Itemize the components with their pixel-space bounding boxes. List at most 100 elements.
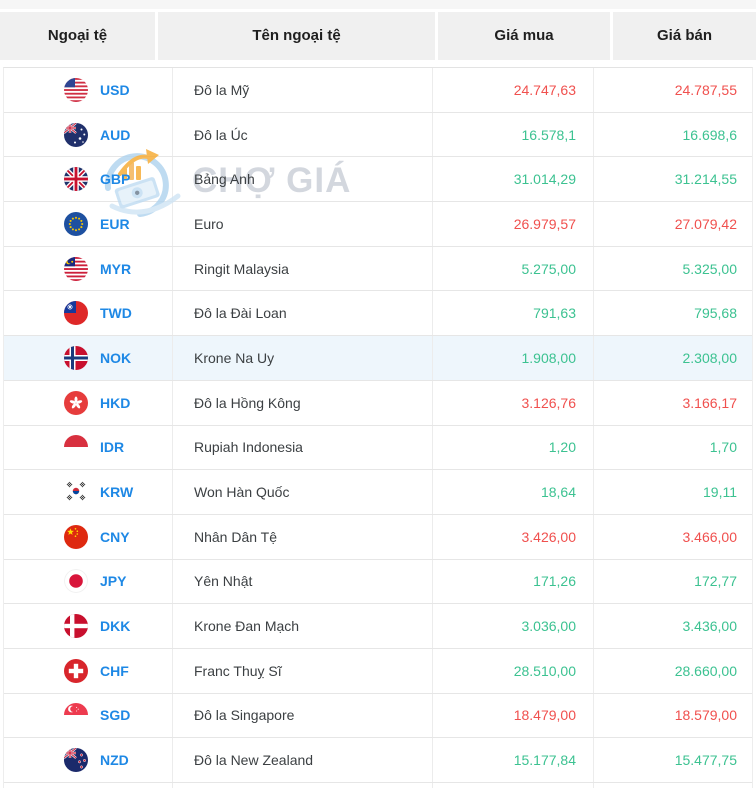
sell-price-cell: 2.308,00 (594, 336, 752, 380)
buy-price-cell: 26.979,57 (433, 202, 594, 246)
usd-flag-icon (64, 77, 88, 102)
currency-code-link[interactable]: DKK (100, 618, 131, 635)
buy-price-cell: 171,26 (433, 559, 594, 604)
column-header-currency-name: Tên ngoại tệ (158, 12, 435, 60)
currency-cell: TWD (4, 291, 173, 336)
currency-code-link[interactable]: GBP (100, 171, 131, 188)
buy-price: 28.510,00 (513, 662, 576, 679)
sell-price-cell: 1,70 (594, 426, 752, 470)
currency-code-link[interactable]: SGD (100, 707, 131, 724)
sell-price: 16.698,6 (682, 126, 738, 143)
currency-row[interactable]: MYR Ringit Malaysia 5.275,00 5.325,00 (4, 246, 752, 292)
currency-name: Ringit Malaysia (194, 260, 289, 277)
currency-name-cell: Won Hàn Quốc (173, 470, 433, 514)
currency-name: Krone Na Uy (194, 349, 275, 366)
currency-row[interactable]: CNY Nhân Dân Tệ 3.426,00 3.466,00 (4, 514, 752, 560)
currency-code-link[interactable]: NOK (100, 349, 132, 366)
buy-price-cell: 16.578,1 (433, 112, 594, 157)
sell-price-cell: 19,11 (594, 470, 752, 514)
currency-row[interactable]: HKD Đô la Hồng Kông 3.126,76 3.166,17 (4, 380, 752, 426)
currency-cell: EUR (4, 202, 173, 246)
currency-cell: JPY (4, 559, 173, 604)
currency-code-link[interactable]: IDR (100, 439, 125, 456)
currency-row[interactable]: DKK Krone Đan Mạch 3.036,00 3.436,00 (4, 604, 752, 649)
currency-code-link[interactable]: CNY (100, 528, 130, 545)
buy-price-cell: 28.510,00 (433, 648, 594, 693)
buy-price-cell: 24.747,63 (433, 68, 594, 112)
buy-price-cell: 5.275,00 (433, 246, 594, 291)
sell-price-cell: 27.079,42 (594, 202, 752, 246)
currency-row[interactable]: IDR Rupiah Indonesia 1,20 1,70 (4, 425, 752, 471)
currency-code-link[interactable]: CHF (100, 662, 129, 679)
buy-price: 18.479,00 (513, 707, 576, 724)
buy-price: 31.014,29 (513, 171, 576, 188)
currency-name-cell: Nhân Dân Tệ (173, 514, 433, 559)
currency-name-cell: Đô la Đài Loan (173, 291, 433, 336)
currency-row[interactable]: NOK Krone Na Uy 1.908,00 2.308,00 (4, 336, 752, 381)
buy-price-cell: 15.177,84 (433, 738, 594, 782)
currency-code-link[interactable]: KRW (100, 484, 134, 501)
currency-row[interactable]: KRW Won Hàn Quốc 18,64 19,11 (4, 470, 752, 515)
currency-name-cell: Yên Nhật (173, 559, 433, 604)
buy-price-cell: 31.014,29 (433, 157, 594, 202)
buy-price-cell: 18,64 (433, 470, 594, 514)
currency-row[interactable]: GBP Bảng Anh 31.014,29 31.214,55 (4, 157, 752, 203)
currency-code-link[interactable]: MYR (100, 260, 132, 277)
currency-code-link[interactable]: EUR (100, 215, 130, 232)
currency-row[interactable]: USD Đô la Mỹ 24.747,63 24.787,55 (4, 68, 752, 113)
currency-code-link[interactable]: HKD (100, 394, 131, 411)
currency-cell: CHF (4, 648, 173, 693)
currency-row[interactable]: SGD Đô la Singapore 18.479,00 18.579,00 (4, 693, 752, 739)
currency-row[interactable]: TWD Đô la Đài Loan 791,63 795,68 (4, 291, 752, 337)
currency-code-link[interactable]: USD (100, 81, 130, 98)
sell-price: 5.325,00 (682, 260, 738, 277)
currency-row[interactable]: AUD Đô la Úc 16.578,1 16.698,6 (4, 112, 752, 158)
currency-cell: GBP (4, 157, 173, 202)
currency-row[interactable]: EUR Euro 26.979,57 27.079,42 (4, 202, 752, 247)
dkk-flag-icon (64, 614, 88, 639)
buy-price: 3.126,76 (521, 394, 577, 411)
sell-price-cell: 3.166,17 (594, 381, 752, 425)
currency-row[interactable]: NZD Đô la New Zealand 15.177,84 15.477,7… (4, 738, 752, 783)
currency-row[interactable]: JPY Yên Nhật 171,26 172,77 (4, 559, 752, 605)
currency-code-link[interactable]: AUD (100, 126, 131, 143)
sell-price-cell: 16.698,6 (594, 113, 752, 157)
currency-name: Franc Thuỵ Sĩ (194, 662, 282, 679)
currency-name-cell: Ringit Malaysia (173, 246, 433, 291)
currency-row[interactable]: CHF Franc Thuỵ Sĩ 28.510,00 28.660,00 (4, 648, 752, 694)
currency-cell: NZD (4, 738, 173, 782)
nzd-flag-icon (64, 748, 88, 773)
sell-price: 172,77 (694, 573, 737, 590)
buy-price: 16.578,1 (521, 126, 577, 143)
currency-code-link[interactable]: TWD (100, 305, 132, 322)
currency-code-link[interactable]: NZD (100, 752, 129, 769)
currency-code-link[interactable]: JPY (100, 573, 127, 590)
sell-price: 19,11 (703, 484, 737, 501)
currency-name: Nhân Dân Tệ (194, 528, 278, 545)
sell-price: 3.166,17 (682, 394, 738, 411)
buy-price: 1.908,00 (521, 349, 577, 366)
buy-price-cell: 1,20 (433, 425, 594, 470)
sell-price: 795,68 (694, 305, 737, 322)
currency-cell: CNY (4, 514, 173, 559)
sell-price-cell: 5.325,00 (594, 247, 752, 291)
buy-price-cell: 3.126,76 (433, 380, 594, 425)
currency-name: Đô la Singapore (194, 707, 295, 724)
currency-cell: USD (4, 68, 173, 112)
buy-price: 15.177,84 (513, 752, 576, 769)
currency-cell: IDR (4, 425, 173, 470)
buy-price: 5.275,00 (521, 260, 577, 277)
cny-flag-icon (64, 524, 88, 549)
buy-price: 26.979,57 (513, 215, 576, 232)
buy-price: 3.036,00 (521, 618, 577, 635)
buy-price: 791,63 (533, 305, 576, 322)
currency-cell: HKD (4, 380, 173, 425)
currency-cell: KRW (4, 470, 173, 514)
currency-name-cell: Rupiah Indonesia (173, 425, 433, 470)
partial-next-row (4, 783, 752, 788)
sell-price-cell: 31.214,55 (594, 157, 752, 201)
sell-price-cell: 795,68 (594, 291, 752, 335)
currency-name: Yên Nhật (194, 573, 253, 590)
currency-cell: DKK (4, 604, 173, 648)
